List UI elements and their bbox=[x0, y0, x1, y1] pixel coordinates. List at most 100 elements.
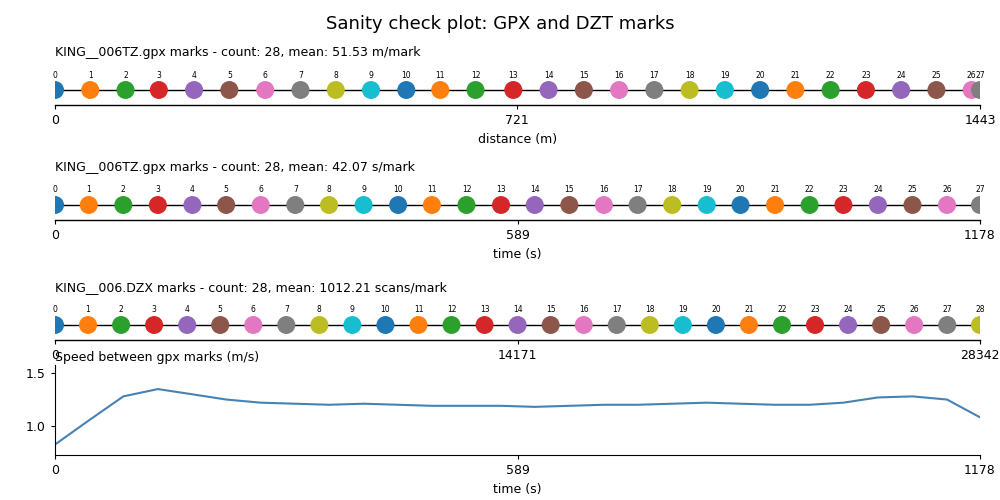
Text: 19: 19 bbox=[678, 306, 688, 314]
Ellipse shape bbox=[355, 196, 372, 213]
Ellipse shape bbox=[113, 317, 129, 333]
Text: 11: 11 bbox=[427, 186, 437, 194]
Text: KING__006TZ.gpx marks - count: 28, mean: 42.07 s/mark: KING__006TZ.gpx marks - count: 28, mean:… bbox=[55, 161, 415, 174]
Ellipse shape bbox=[822, 82, 839, 98]
Text: 20: 20 bbox=[755, 70, 765, 80]
Ellipse shape bbox=[717, 82, 733, 98]
Text: 24: 24 bbox=[843, 306, 853, 314]
Ellipse shape bbox=[321, 196, 337, 213]
Ellipse shape bbox=[398, 82, 415, 98]
Ellipse shape bbox=[252, 196, 269, 213]
Ellipse shape bbox=[505, 82, 522, 98]
X-axis label: distance (m): distance (m) bbox=[478, 132, 557, 145]
Ellipse shape bbox=[47, 82, 63, 98]
Ellipse shape bbox=[576, 82, 592, 98]
Text: 0: 0 bbox=[53, 70, 57, 80]
Ellipse shape bbox=[179, 317, 196, 333]
Ellipse shape bbox=[787, 82, 804, 98]
Text: 10: 10 bbox=[393, 186, 403, 194]
Ellipse shape bbox=[708, 317, 724, 333]
Text: 27: 27 bbox=[942, 306, 952, 314]
Ellipse shape bbox=[801, 196, 818, 213]
Ellipse shape bbox=[344, 317, 361, 333]
Text: KING__006TZ.gpx marks - count: 28, mean: 51.53 m/mark: KING__006TZ.gpx marks - count: 28, mean:… bbox=[55, 46, 420, 59]
Text: 4: 4 bbox=[192, 70, 197, 80]
Ellipse shape bbox=[835, 196, 852, 213]
Text: 9: 9 bbox=[361, 186, 366, 194]
Text: 6: 6 bbox=[251, 306, 256, 314]
Ellipse shape bbox=[870, 196, 886, 213]
Ellipse shape bbox=[641, 317, 658, 333]
Text: 11: 11 bbox=[414, 306, 423, 314]
Text: 25: 25 bbox=[908, 186, 917, 194]
Text: 20: 20 bbox=[711, 306, 721, 314]
Text: 27: 27 bbox=[975, 186, 985, 194]
Text: 15: 15 bbox=[546, 306, 555, 314]
Ellipse shape bbox=[774, 317, 790, 333]
Ellipse shape bbox=[904, 196, 921, 213]
Text: 26: 26 bbox=[967, 70, 976, 80]
Text: 15: 15 bbox=[579, 70, 589, 80]
Ellipse shape bbox=[443, 317, 460, 333]
Ellipse shape bbox=[218, 196, 235, 213]
Ellipse shape bbox=[257, 82, 274, 98]
Text: 16: 16 bbox=[579, 306, 589, 314]
Ellipse shape bbox=[80, 317, 96, 333]
Text: 2: 2 bbox=[119, 306, 123, 314]
Ellipse shape bbox=[80, 196, 97, 213]
Ellipse shape bbox=[972, 82, 988, 98]
Ellipse shape bbox=[493, 196, 509, 213]
Text: 9: 9 bbox=[369, 70, 373, 80]
Ellipse shape bbox=[752, 82, 768, 98]
Text: 6: 6 bbox=[258, 186, 263, 194]
Text: 26: 26 bbox=[942, 186, 952, 194]
Text: 8: 8 bbox=[333, 70, 338, 80]
Text: 23: 23 bbox=[861, 70, 871, 80]
Text: 28: 28 bbox=[975, 306, 985, 314]
Ellipse shape bbox=[47, 317, 63, 333]
Ellipse shape bbox=[939, 196, 955, 213]
Text: 17: 17 bbox=[612, 306, 622, 314]
Ellipse shape bbox=[117, 82, 134, 98]
Text: 4: 4 bbox=[190, 186, 195, 194]
Ellipse shape bbox=[212, 317, 229, 333]
Text: 21: 21 bbox=[744, 306, 754, 314]
Ellipse shape bbox=[575, 317, 592, 333]
Text: 21: 21 bbox=[770, 186, 780, 194]
Ellipse shape bbox=[840, 317, 856, 333]
Text: KING__006.DZX marks - count: 28, mean: 1012.21 scans/mark: KING__006.DZX marks - count: 28, mean: 1… bbox=[55, 281, 447, 294]
Ellipse shape bbox=[608, 317, 625, 333]
Ellipse shape bbox=[311, 317, 328, 333]
Ellipse shape bbox=[432, 82, 449, 98]
Text: 10: 10 bbox=[401, 70, 411, 80]
Text: 13: 13 bbox=[509, 70, 518, 80]
Text: 25: 25 bbox=[876, 306, 886, 314]
Text: 7: 7 bbox=[284, 306, 289, 314]
Ellipse shape bbox=[467, 82, 484, 98]
Ellipse shape bbox=[664, 196, 681, 213]
Text: 25: 25 bbox=[932, 70, 941, 80]
X-axis label: time (s): time (s) bbox=[493, 482, 542, 496]
Ellipse shape bbox=[646, 82, 663, 98]
Ellipse shape bbox=[115, 196, 132, 213]
Text: 17: 17 bbox=[633, 186, 642, 194]
Ellipse shape bbox=[939, 317, 956, 333]
Text: 1: 1 bbox=[86, 186, 91, 194]
Ellipse shape bbox=[906, 317, 922, 333]
Text: 5: 5 bbox=[218, 306, 223, 314]
Ellipse shape bbox=[767, 196, 783, 213]
Text: 8: 8 bbox=[327, 186, 331, 194]
Text: 12: 12 bbox=[447, 306, 456, 314]
Text: 17: 17 bbox=[650, 70, 659, 80]
Text: 14: 14 bbox=[530, 186, 540, 194]
Text: Sanity check plot: GPX and DZT marks: Sanity check plot: GPX and DZT marks bbox=[326, 15, 674, 33]
Text: 11: 11 bbox=[436, 70, 445, 80]
Text: 7: 7 bbox=[298, 70, 303, 80]
Ellipse shape bbox=[698, 196, 715, 213]
Ellipse shape bbox=[292, 82, 309, 98]
Ellipse shape bbox=[150, 196, 166, 213]
Ellipse shape bbox=[732, 196, 749, 213]
Ellipse shape bbox=[287, 196, 304, 213]
Ellipse shape bbox=[151, 82, 167, 98]
Ellipse shape bbox=[327, 82, 344, 98]
